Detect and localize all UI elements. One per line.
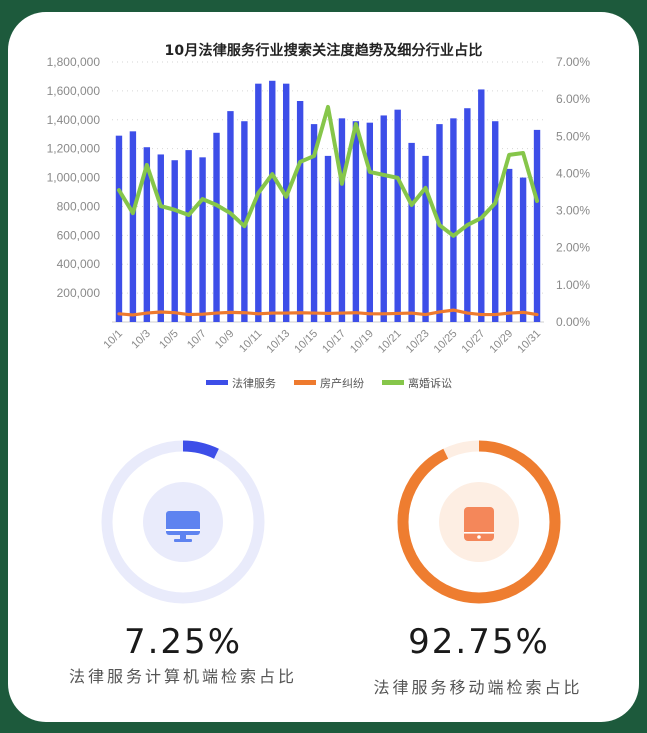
right-axis-tick: 1.00% [556,278,590,292]
x-axis-tick: 10/13 [264,328,292,356]
legend-swatch [382,380,404,385]
bar [269,80,276,323]
x-axis-tick: 10/17 [320,328,348,356]
left-axis-tick: 400,000 [57,257,101,271]
x-axis-tick: 10/5 [157,328,181,352]
x-axis-tick: 10/7 [185,328,209,352]
legend-swatch [206,380,228,385]
desktop-donut [98,437,268,607]
desktop-share-percent: 7.25% [123,622,242,662]
bar [380,115,387,322]
x-axis-tick: 10/9 [213,328,237,352]
x-axis-tick: 10/3 [129,328,153,352]
bar [213,132,220,322]
legend-swatch [294,380,316,385]
bar [143,147,151,322]
bar [408,142,415,322]
bar [199,157,206,322]
bar [185,150,192,322]
bar [366,122,374,323]
desktop-donut-ring [101,440,265,604]
x-axis-tick: 10/11 [237,328,264,355]
bar [282,83,290,323]
donut-arc [101,440,265,604]
x-axis-tick: 10/29 [487,328,515,356]
desktop-share-caption: 法律服务计算机端检索占比 [68,667,297,686]
bar [519,177,527,322]
left-axis-tick: 1,800,000 [47,55,101,69]
bar [352,121,360,322]
bar [227,111,234,322]
mobile-share-caption: 法律服务移动端检索占比 [373,678,583,697]
desktop-monitor-icon [166,511,200,542]
bar [450,118,457,322]
bar [464,108,471,322]
legend-label: 离婚诉讼 [408,376,452,390]
x-axis-tick: 10/27 [459,328,487,356]
right-axis-tick: 6.00% [556,92,590,106]
chart-title: 10月法律服务行业搜索关注度趋势及细分行业占比 [164,43,483,59]
x-axis-tick: 10/19 [348,328,376,356]
bar [338,118,346,322]
left-axis-tick: 1,400,000 [47,113,101,127]
right-axis-tick: 0.00% [556,315,590,329]
bar [157,154,164,322]
x-axis-tick: 10/15 [292,328,320,356]
legend-label: 房产纠纷 [320,376,364,390]
donut-arc [397,440,561,604]
bar [171,160,178,322]
bar [394,109,401,323]
left-axis-tick: 600,000 [57,228,101,242]
left-axis-tick: 1,200,000 [47,142,101,156]
x-axis-tick: 10/1 [101,328,125,352]
x-axis-tick: 10/23 [404,328,432,356]
bar [310,124,318,322]
x-axis-tick: 10/31 [515,328,543,356]
bar [296,101,304,322]
left-axis-tick: 200,000 [57,286,101,300]
bar [492,121,499,322]
divorce-line [116,104,540,238]
x-axis-tick: 10/21 [376,328,404,356]
property-line [117,308,539,317]
left-axis-tick: 1,000,000 [47,171,101,185]
right-axis-tick: 2.00% [556,241,590,255]
mobile-donut [394,437,564,607]
bar [129,131,137,322]
right-axis-tick: 3.00% [556,204,590,218]
bar [478,89,485,322]
bar [255,83,262,323]
bar [422,155,429,322]
left-axis-tick: 800,000 [57,199,101,213]
mobile-donut-ring [397,440,561,604]
bar [324,155,332,322]
report-card: 10月法律服务行业搜索关注度趋势及细分行业占比 200,000 400,000 60… [8,12,639,722]
right-axis-tick: 4.00% [556,166,590,180]
mobile-share-percent: 92.75% [408,622,550,662]
bar [115,135,123,322]
bar [533,129,541,322]
left-axis-tick: 1,600,000 [47,84,101,98]
x-axis-tick: 10/25 [432,328,460,356]
legend-label: 法律服务 [232,376,276,390]
bar [505,168,513,322]
right-axis-tick: 7.00% [556,55,590,69]
tablet-icon [464,507,494,541]
trend-chart: 200,000 400,000 600,000 800,000 1,000,000 1,2… [47,55,591,390]
right-axis-tick: 5.00% [556,129,590,143]
